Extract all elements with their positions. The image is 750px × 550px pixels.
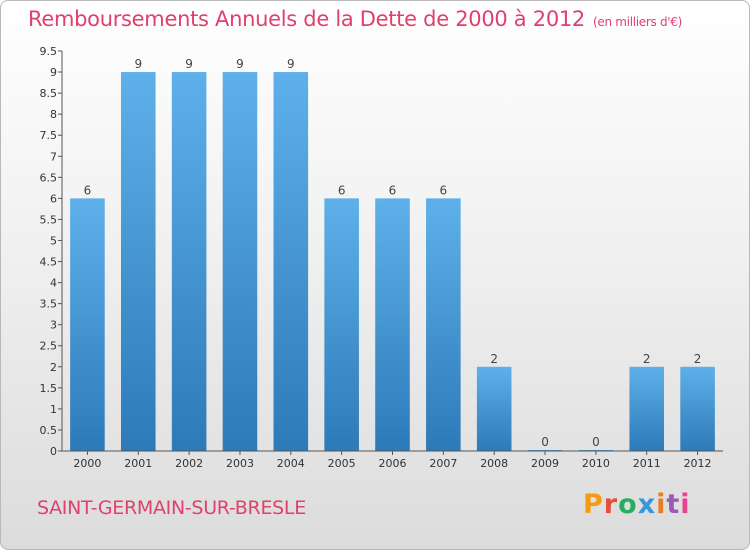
bar [426, 198, 461, 451]
x-tick-label: 2001 [124, 457, 152, 470]
bar [476, 366, 512, 451]
data-label: 6 [389, 183, 397, 197]
y-axis: 0 0.5 1 1.5 2 2.5 3 3.5 4 4.5 5 5.5 6 6.5 7 7.5 8 8.5 9 9.5 [40, 45, 63, 458]
data-labels: 6 9 9 9 9 6 6 6 2 0 0 2 2 [84, 57, 702, 449]
data-label: 9 [185, 57, 193, 71]
y-tick-label: 7 [50, 150, 57, 163]
brand-letter: o [618, 489, 638, 520]
chart-title: Remboursements Annuels de la Dette de 20… [28, 7, 682, 31]
y-tick-label: 6.5 [40, 171, 58, 184]
bar [171, 72, 207, 451]
y-tick-label: 0 [50, 445, 57, 458]
y-tick-label: 3 [50, 319, 57, 332]
y-tick-label: 9.5 [40, 45, 58, 58]
data-label: 9 [236, 57, 244, 71]
chart-title-text: Remboursements Annuels de la Dette de 20… [28, 7, 585, 31]
x-tick-label: 2009 [531, 457, 559, 470]
x-tick-label: 2010 [582, 457, 610, 470]
y-tick-label: 8 [50, 108, 57, 121]
y-tick-label: 0.5 [40, 424, 58, 437]
brand-letter: r [603, 489, 619, 520]
x-tick-label: 2007 [429, 457, 457, 470]
y-tick-label: 1 [50, 403, 57, 416]
y-tick-label: 1.5 [40, 382, 58, 395]
y-tick-label: 2 [50, 361, 57, 374]
x-tick-label: 2006 [379, 457, 407, 470]
brand-letter: i [656, 489, 667, 520]
bar [70, 198, 105, 451]
data-label: 9 [134, 57, 142, 71]
data-label: 2 [643, 352, 651, 366]
x-tick-label: 2008 [480, 457, 508, 470]
y-tick-label: 4 [50, 277, 57, 290]
bar [273, 72, 309, 451]
x-axis: 2000 2001 2002 2003 2004 2005 2006 2007 2008 2009… [62, 450, 723, 470]
y-tick-label: 5.5 [40, 213, 58, 226]
brand-letter: i [680, 489, 691, 520]
bar [324, 198, 359, 451]
bar [629, 366, 665, 451]
x-tick-label: 2011 [633, 457, 661, 470]
bars [70, 72, 715, 451]
data-label: 2 [490, 352, 498, 366]
data-label: 6 [84, 183, 92, 197]
data-label: 6 [338, 183, 346, 197]
data-label: 0 [592, 435, 600, 449]
bar [375, 198, 410, 451]
bar [222, 72, 258, 451]
bar [680, 366, 715, 451]
y-tick-label: 4.5 [40, 256, 58, 269]
y-tick-label: 8.5 [40, 87, 58, 100]
y-tick-label: 7.5 [40, 129, 58, 142]
y-tick-label: 2.5 [40, 340, 58, 353]
brand-letter: t [666, 489, 681, 520]
commune-name: SAINT-GERMAIN-SUR-BRESLE [37, 497, 306, 519]
bar [120, 72, 156, 451]
y-tick-label: 9 [50, 66, 57, 79]
brand-logo: Proxiti [583, 489, 691, 520]
chart-unit: (en milliers d'€) [593, 15, 683, 29]
x-tick-label: 2002 [175, 457, 203, 470]
data-label: 6 [440, 183, 448, 197]
y-tick-label: 6 [50, 192, 57, 205]
data-label: 2 [694, 352, 702, 366]
y-tick-label: 5 [50, 234, 57, 247]
x-tick-label: 2000 [73, 457, 101, 470]
x-tick-label: 2003 [226, 457, 254, 470]
brand-letter: x [637, 489, 657, 520]
x-tick-label: 2005 [328, 457, 356, 470]
y-tick-label: 3.5 [40, 298, 58, 311]
x-tick-label: 2004 [277, 457, 305, 470]
x-tick-label: 2012 [684, 457, 712, 470]
data-label: 0 [541, 435, 549, 449]
data-label: 9 [287, 57, 295, 71]
brand-letter: P [583, 489, 604, 520]
